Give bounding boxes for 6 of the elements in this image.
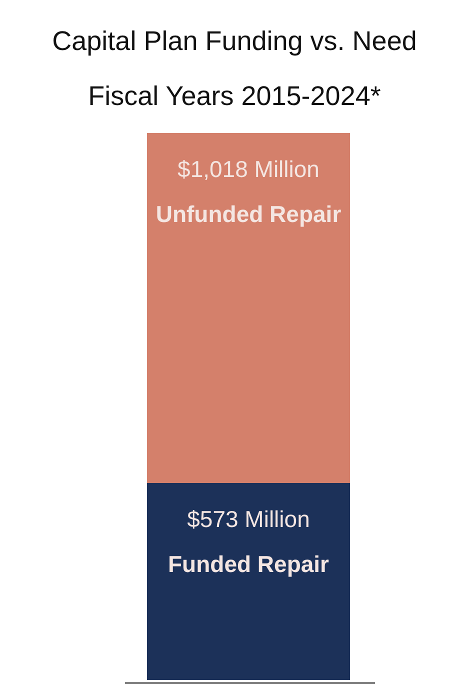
data-label: $573 Million — [187, 506, 310, 532]
chart-title: Capital Plan Funding vs. Need — [52, 26, 417, 56]
series-label: Funded Repair — [168, 550, 330, 577]
chart-subtitle: Fiscal Years 2015-2024* — [88, 81, 382, 111]
series-label: Unfunded Repair — [156, 201, 342, 227]
data-label: $1,018 Million — [178, 156, 320, 182]
